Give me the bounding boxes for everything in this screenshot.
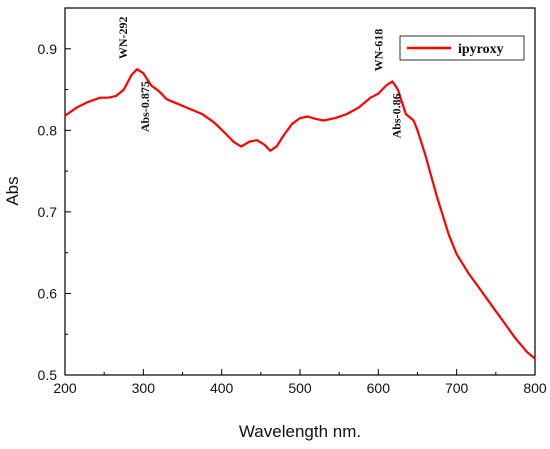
legend-label-ipyroxy: ipyroxy — [458, 42, 504, 57]
annotation-label: Abs-0.86 — [389, 93, 403, 138]
x-axis-title: Wavelength nm. — [239, 422, 361, 441]
x-tick-label: 400 — [210, 380, 234, 396]
series-layer — [64, 68, 536, 360]
annotation-label: Abs-0.875 — [138, 81, 152, 132]
ticks-layer: 200 300 400 500 600 700 800 0.5 0.6 0.7 0.8 0.9 — [38, 41, 547, 396]
x-tick-label: 300 — [132, 380, 156, 396]
y-tick-label: 0.9 — [38, 41, 58, 57]
legend: ipyroxy — [399, 35, 525, 61]
y-tick-label: 0.5 — [38, 367, 58, 383]
x-tick-label: 800 — [523, 380, 547, 396]
annotation-label: WN-618 — [371, 29, 385, 72]
annotation-label: WN-292 — [116, 16, 130, 59]
y-tick-label: 0.8 — [38, 122, 58, 138]
y-tick-label: 0.7 — [38, 204, 58, 220]
y-tick-label: 0.6 — [38, 285, 58, 301]
series-line-ipyroxy — [64, 68, 536, 360]
plot-frame — [64, 7, 536, 376]
x-tick-label: 600 — [367, 380, 391, 396]
x-tick-label: 700 — [445, 380, 469, 396]
x-tick-label: 500 — [288, 380, 312, 396]
x-tick-label: 200 — [53, 380, 77, 396]
y-axis-title: Abs — [3, 176, 22, 205]
annotations-layer: WN-292 Abs-0.875 WN-618 Abs-0.86 — [116, 16, 403, 138]
